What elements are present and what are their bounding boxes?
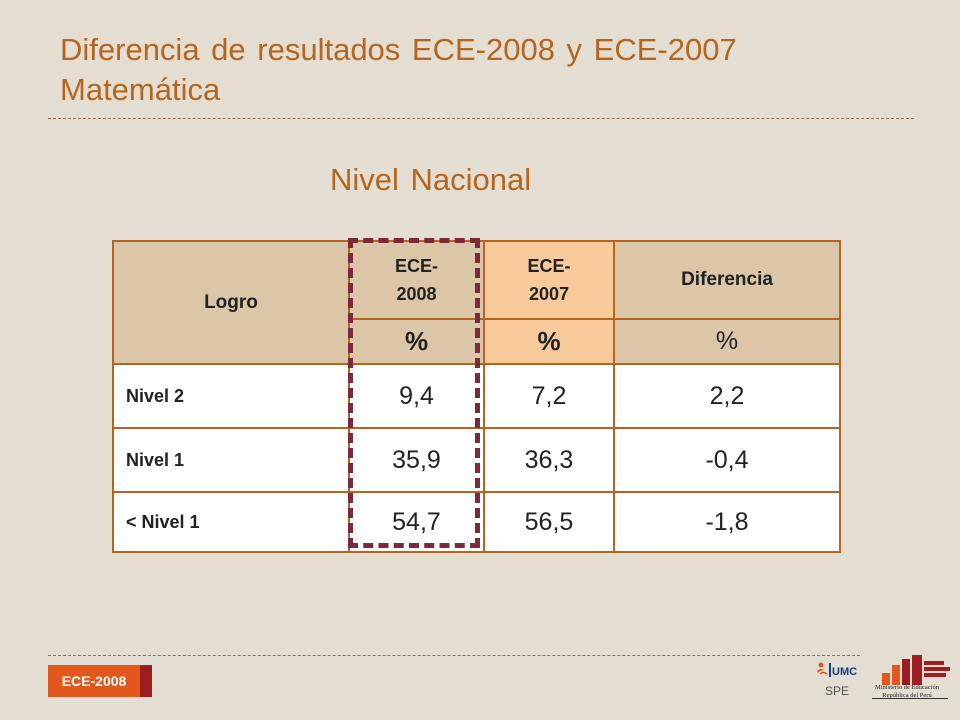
header-diferencia: Diferencia	[613, 240, 841, 320]
table-units-row: % % %	[113, 318, 841, 365]
ministry-text: Ministerio de Educación República del Pe…	[862, 684, 952, 700]
cell-ece-2007: 36,3	[483, 427, 615, 493]
ministry-line-1: Ministerio de Educación	[875, 684, 939, 691]
footer-badge: ECE-2008	[48, 665, 140, 697]
cell-ece-2008: 54,7	[348, 491, 485, 553]
header-ece-2008: ECE-2008	[348, 240, 485, 320]
row-label: < Nivel 1	[112, 491, 350, 553]
umc-figure-icon	[817, 662, 828, 675]
top-dashed-divider	[48, 118, 914, 119]
slide-title: Diferencia de resultados ECE-2008 y ECE-…	[60, 30, 920, 110]
ministry-line-2: República del Perú	[882, 692, 932, 699]
ministry-logo	[882, 655, 950, 685]
table-row: Nivel 1 35,9 36,3 -0,4	[112, 427, 841, 493]
header-ece-2008-text: ECE-2008	[394, 256, 438, 304]
slide-title-line-2: Matemática	[60, 72, 221, 107]
table-header-row: Logro ECE-2008 ECE-2007 Diferencia	[112, 240, 841, 365]
slide-subtitle: Nivel Nacional	[330, 162, 532, 197]
row-label: Nivel 2	[112, 363, 350, 429]
cell-diferencia: -1,8	[613, 491, 841, 553]
cell-diferencia: -0,4	[613, 427, 841, 493]
header-logro: Logro	[112, 240, 350, 365]
footer-badge-edge	[140, 665, 152, 697]
header-ece-2007-text: ECE-2007	[527, 256, 571, 304]
row-label: Nivel 1	[112, 427, 350, 493]
table-row: Nivel 2 9,4 7,2 2,2	[112, 363, 841, 429]
bottom-dashed-divider	[48, 655, 860, 656]
ministry-underline	[872, 698, 948, 699]
umc-bar-icon	[829, 663, 831, 677]
cell-ece-2008: 9,4	[348, 363, 485, 429]
cell-ece-2007: 56,5	[483, 491, 615, 553]
umc-logo: UMC	[817, 662, 857, 678]
unit-ece-2008: %	[348, 318, 485, 365]
cell-ece-2008: 35,9	[348, 427, 485, 493]
spe-label: SPE	[824, 684, 849, 698]
cell-ece-2007: 7,2	[483, 363, 615, 429]
cell-diferencia: 2,2	[613, 363, 841, 429]
unit-ece-2007: %	[483, 318, 615, 365]
slide-title-line-1: Diferencia de resultados ECE-2008 y ECE-…	[60, 32, 737, 67]
umc-logo-text: UMC	[832, 666, 857, 678]
header-ece-2007: ECE-2007	[483, 240, 615, 320]
table-row: < Nivel 1 54,7 56,5 -1,8	[112, 491, 841, 553]
unit-diferencia: %	[613, 318, 841, 365]
results-table: Logro ECE-2008 ECE-2007 Diferencia % % %…	[112, 240, 841, 553]
